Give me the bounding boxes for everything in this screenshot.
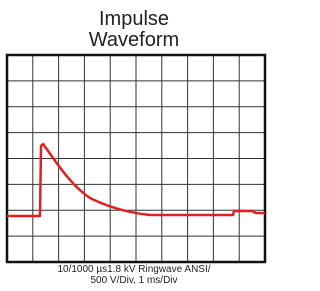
title-line: Impulse <box>99 8 169 30</box>
figure: Impulse Waveform 10/1000 µs1.8 kV Ringwa… <box>0 0 268 291</box>
title-line: Waveform <box>89 29 179 51</box>
caption-line: 500 V/Div, 1 ms/Div <box>90 275 177 286</box>
scope-grid <box>7 55 265 262</box>
page: Impulse Waveform 10/1000 µs1.8 kV Ringwa… <box>0 0 268 291</box>
caption-line: 10/1000 µs1.8 kV Ringwave ANSI/ <box>57 264 210 275</box>
